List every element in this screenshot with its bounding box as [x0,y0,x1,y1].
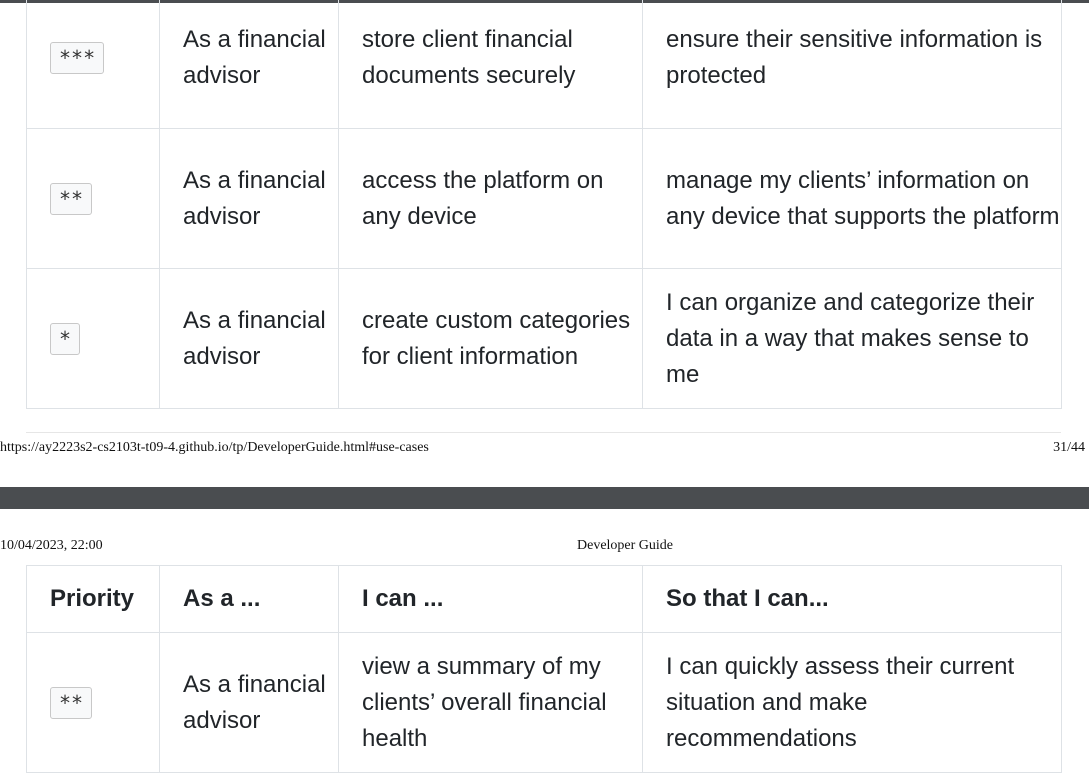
benefit-cell: manage my clients’ information on any de… [642,128,1062,269]
benefit-cell: I can organize and categorize their data… [642,268,1062,409]
column-header-as-a: As a ... [159,565,339,633]
column-header-i-can: I can ... [338,565,643,633]
priority-cell: ** [26,632,160,773]
document-title: Developer Guide [577,538,674,553]
action-cell: store client financial documents securel… [338,0,643,129]
priority-badge: ** [50,686,93,719]
table-row: * As a financial advisor create custom c… [26,268,1062,409]
table-row: ** As a financial advisor access the pla… [26,128,1062,269]
footer-url[interactable]: https://ay2223s2-cs2103t-t09-4.github.io… [0,440,429,455]
priority-cell: * [26,268,160,409]
priority-badge: ** [50,182,93,215]
column-header-so-that: So that I can... [642,565,1062,633]
action-cell: view a summary of my clients’ overall fi… [338,632,643,773]
role-cell: As a financial advisor [159,268,339,409]
page-number: 31/44 [1053,440,1085,455]
print-date: 10/04/2023, 22:00 [0,538,103,553]
benefit-cell: ensure their sensitive information is pr… [642,0,1062,129]
priority-cell: *** [26,0,160,129]
priority-badge: *** [50,42,105,74]
priority-badge: * [50,322,81,355]
user-stories-table-continued: *** As a financial advisor store client … [26,0,1062,409]
table-row: ** As a financial advisor view a summary… [26,632,1062,773]
page-separator [0,487,1089,509]
footer-rule [26,432,1061,433]
column-header-priority: Priority [26,565,160,633]
role-cell: As a financial advisor [159,128,339,269]
role-cell: As a financial advisor [159,632,339,773]
benefit-cell: I can quickly assess their current situa… [642,632,1062,773]
table-row: *** As a financial advisor store client … [26,0,1062,129]
user-stories-table: Priority As a ... I can ... So that I ca… [26,565,1062,773]
role-cell: As a financial advisor [159,0,339,129]
action-cell: access the platform on any device [338,128,643,269]
priority-cell: ** [26,128,160,269]
table-header-row: Priority As a ... I can ... So that I ca… [26,565,1062,633]
action-cell: create custom categories for client info… [338,268,643,409]
